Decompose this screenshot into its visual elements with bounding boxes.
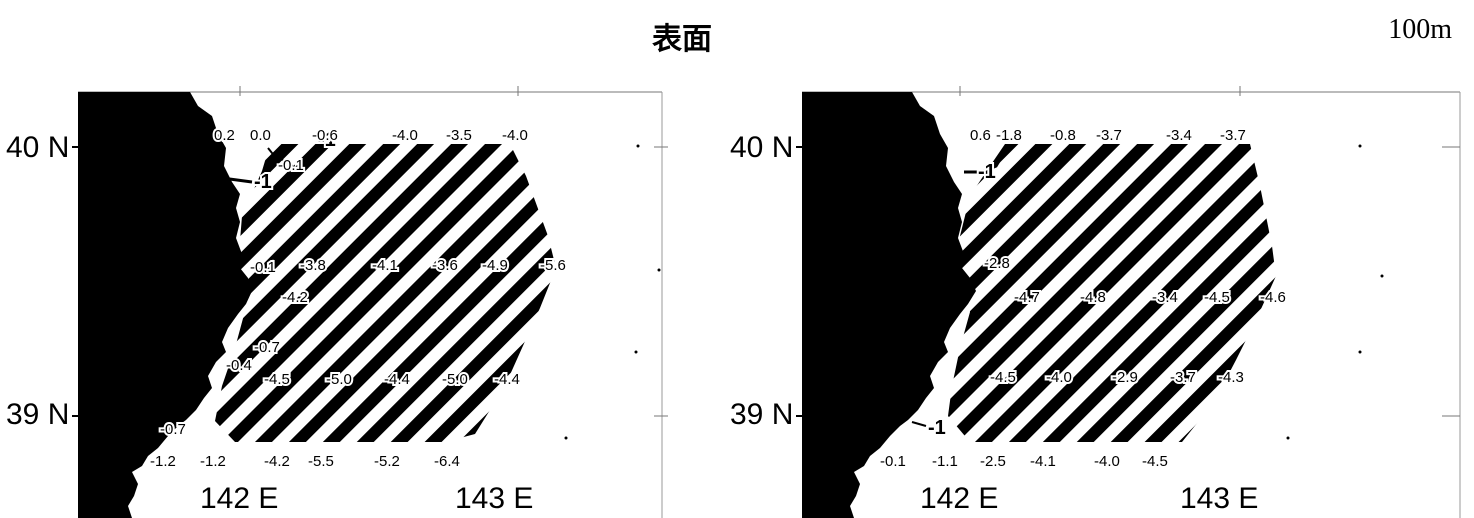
value-label: -0.6 (312, 127, 338, 144)
station-dot (657, 268, 661, 272)
anomaly-hatch-region (948, 144, 1276, 442)
value-label: -0.1 (278, 157, 304, 174)
value-label: -3.5 (446, 127, 472, 144)
anomaly-hatch-region (215, 144, 556, 442)
value-label: -4.9 (482, 257, 508, 274)
value-label: -3.7 (1096, 127, 1122, 144)
value-label: -4.3 (1218, 369, 1244, 386)
y-tick-label: 40 N (730, 131, 794, 164)
station-dot (634, 350, 638, 354)
contour-label: -1 (318, 129, 336, 151)
value-label: -2.9 (1112, 369, 1138, 386)
value-label: -4.5 (990, 369, 1016, 386)
value-label: -4.0 (392, 127, 418, 144)
value-label: -3.4 (1152, 289, 1178, 306)
value-label: -0.8 (1050, 127, 1076, 144)
station-dot (636, 144, 640, 148)
value-label: -4.0 (502, 127, 528, 144)
value-label: -5.5 (308, 453, 334, 470)
value-label: -0.7 (160, 421, 186, 438)
value-label: -4.2 (264, 453, 290, 470)
contour-line (964, 155, 1004, 174)
map-left-svg: -1 -1 0.2 0.0 -0.6 -0.1 -4.0 -3.5 -4.0 -… (72, 86, 668, 518)
x-tick-label: 142 E (920, 482, 999, 515)
contour-label: -1 (928, 417, 946, 439)
x-tick-label: 142 E (200, 482, 279, 515)
value-label: -4.4 (384, 371, 410, 388)
land-mass (78, 92, 252, 518)
value-label: -5.0 (442, 371, 468, 388)
value-label: -4.4 (494, 371, 520, 388)
value-label: -4.0 (1094, 453, 1120, 470)
y-tick-label: 39 N (730, 398, 794, 431)
value-label: -3.4 (1166, 127, 1192, 144)
value-label: 0.6 (970, 127, 991, 144)
value-label: -4.6 (1260, 289, 1286, 306)
value-label: -6.4 (434, 453, 460, 470)
y-tick-label: 40 N (6, 131, 70, 164)
value-label: -2.5 (980, 453, 1006, 470)
value-label: -3.8 (300, 257, 326, 274)
map-panel-left: -1 -1 0.2 0.0 -0.6 -0.1 -4.0 -3.5 -4.0 -… (0, 86, 668, 518)
value-label: -0.1 (250, 259, 276, 276)
value-label: -0.4 (226, 357, 252, 374)
value-label: -4.5 (1142, 453, 1168, 470)
value-label: -0.1 (880, 453, 906, 470)
contour-line (911, 421, 927, 427)
value-label: -4.5 (264, 371, 290, 388)
value-label: -4.7 (1014, 289, 1040, 306)
value-label: -0.7 (254, 339, 280, 356)
station-dot (1286, 436, 1290, 440)
value-label: 0.2 (214, 127, 235, 144)
figure-title: 表面 (652, 23, 712, 56)
value-label: -4.2 (282, 289, 308, 306)
value-label: -5.6 (540, 257, 566, 274)
value-label: -3.7 (1220, 127, 1246, 144)
station-dot (1358, 144, 1362, 148)
value-label: -1.1 (932, 453, 958, 470)
value-label: 0.0 (250, 127, 271, 144)
value-label: -1.8 (996, 127, 1022, 144)
value-label: -5.0 (326, 371, 352, 388)
value-label: -4.5 (1204, 289, 1230, 306)
station-dot (564, 436, 568, 440)
value-label: -3.7 (1170, 369, 1196, 386)
value-label: -1.2 (200, 453, 226, 470)
value-label: -3.6 (432, 257, 458, 274)
value-label: -2.8 (984, 255, 1010, 272)
map-right-svg: -1 -1 0.6 -1.8 -0.8 -3.7 -3.4 -3.7 -2.8 … (796, 86, 1461, 518)
value-label: -4.8 (1080, 289, 1106, 306)
contour-label: -1 (254, 171, 272, 193)
contour-line (267, 147, 299, 177)
contour-label: -1 (978, 161, 996, 183)
value-labels: 0.6 -1.8 -0.8 -3.7 -3.4 -3.7 -2.8 -4.7 -… (878, 125, 1288, 472)
contour-line (221, 176, 253, 184)
value-label: -4.1 (1030, 453, 1056, 470)
station-dot (1380, 274, 1384, 278)
station-dot (1358, 350, 1362, 354)
value-label: -1.2 (150, 453, 176, 470)
depth-label: 100m (1388, 14, 1452, 45)
x-tick-label: 143 E (455, 482, 534, 515)
x-tick-label: 143 E (1180, 482, 1259, 515)
value-label: -5.2 (374, 453, 400, 470)
value-labels: 0.2 0.0 -0.6 -0.1 -4.0 -3.5 -4.0 -0.1 -3… (148, 125, 568, 472)
land-mass (802, 92, 976, 518)
map-panel-right: -1 -1 0.6 -1.8 -0.8 -3.7 -3.4 -3.7 -2.8 … (720, 86, 1461, 518)
value-label: -4.1 (372, 257, 398, 274)
value-label: -4.0 (1046, 369, 1072, 386)
y-tick-label: 39 N (6, 398, 70, 431)
